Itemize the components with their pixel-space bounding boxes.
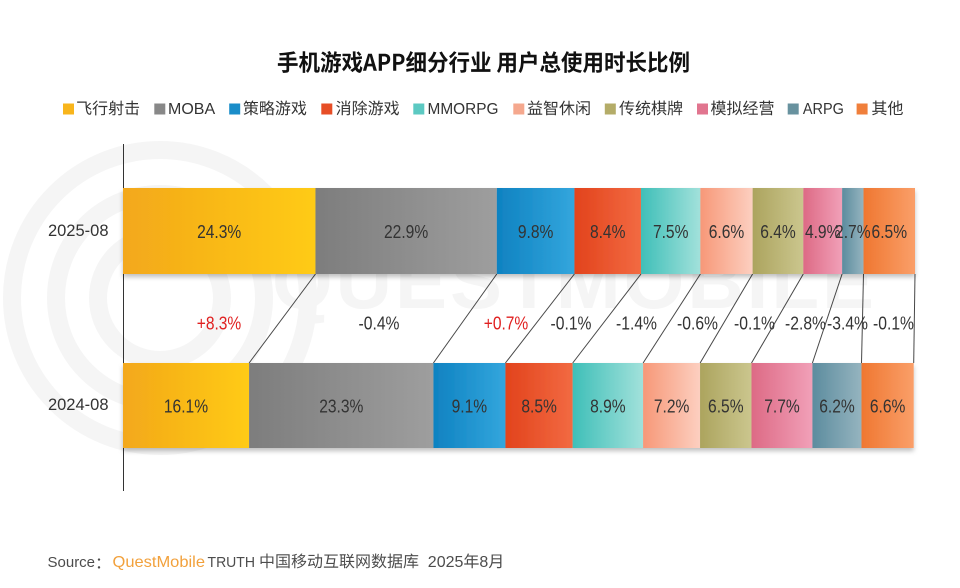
svg-text:8.9%: 8.9% bbox=[590, 396, 626, 416]
svg-text:+0.7%: +0.7% bbox=[484, 314, 529, 334]
svg-text:-0.4%: -0.4% bbox=[359, 314, 400, 334]
svg-text:MOBA: MOBA bbox=[168, 101, 215, 118]
svg-text:6.5%: 6.5% bbox=[708, 396, 744, 416]
svg-text:ARPG: ARPG bbox=[803, 101, 844, 118]
svg-text:7.5%: 7.5% bbox=[653, 222, 689, 242]
svg-text:-0.6%: -0.6% bbox=[677, 314, 718, 334]
svg-text:-0.1%: -0.1% bbox=[873, 314, 914, 334]
svg-text:2025: 2025 bbox=[428, 554, 464, 571]
svg-text:-1.4%: -1.4% bbox=[616, 314, 657, 334]
svg-text:8: 8 bbox=[479, 554, 488, 571]
svg-text:QuestMobile: QuestMobile bbox=[113, 554, 206, 571]
svg-text:-0.1%: -0.1% bbox=[734, 314, 775, 334]
svg-text:9.8%: 9.8% bbox=[518, 222, 554, 242]
svg-text:+8.3%: +8.3% bbox=[197, 314, 242, 334]
svg-text:9.1%: 9.1% bbox=[452, 396, 488, 416]
svg-text:23.3%: 23.3% bbox=[319, 396, 363, 416]
svg-text:8.5%: 8.5% bbox=[521, 396, 557, 416]
svg-text:4.9%: 4.9% bbox=[805, 222, 841, 242]
svg-text:-3.4%: -3.4% bbox=[827, 314, 868, 334]
svg-text:2024-08: 2024-08 bbox=[48, 396, 109, 414]
svg-text:2025-08: 2025-08 bbox=[48, 222, 109, 240]
svg-text:6.6%: 6.6% bbox=[870, 396, 906, 416]
svg-text:-2.8%: -2.8% bbox=[785, 314, 826, 334]
svg-text:Source: Source bbox=[48, 554, 96, 571]
svg-text:MMORPG: MMORPG bbox=[428, 101, 499, 118]
svg-text:7.7%: 7.7% bbox=[764, 396, 800, 416]
svg-text:TRUTH: TRUTH bbox=[208, 554, 256, 571]
svg-text:16.1%: 16.1% bbox=[164, 396, 208, 416]
svg-text:6.4%: 6.4% bbox=[760, 222, 796, 242]
svg-text:7.2%: 7.2% bbox=[654, 396, 690, 416]
svg-text:2.7%: 2.7% bbox=[835, 222, 871, 242]
svg-text:8.4%: 8.4% bbox=[590, 222, 626, 242]
svg-text:22.9%: 22.9% bbox=[384, 222, 428, 242]
svg-text:6.2%: 6.2% bbox=[819, 396, 855, 416]
svg-text:24.3%: 24.3% bbox=[197, 222, 241, 242]
svg-text:-0.1%: -0.1% bbox=[551, 314, 592, 334]
svg-text:6.6%: 6.6% bbox=[709, 222, 745, 242]
svg-text:6.5%: 6.5% bbox=[872, 222, 908, 242]
